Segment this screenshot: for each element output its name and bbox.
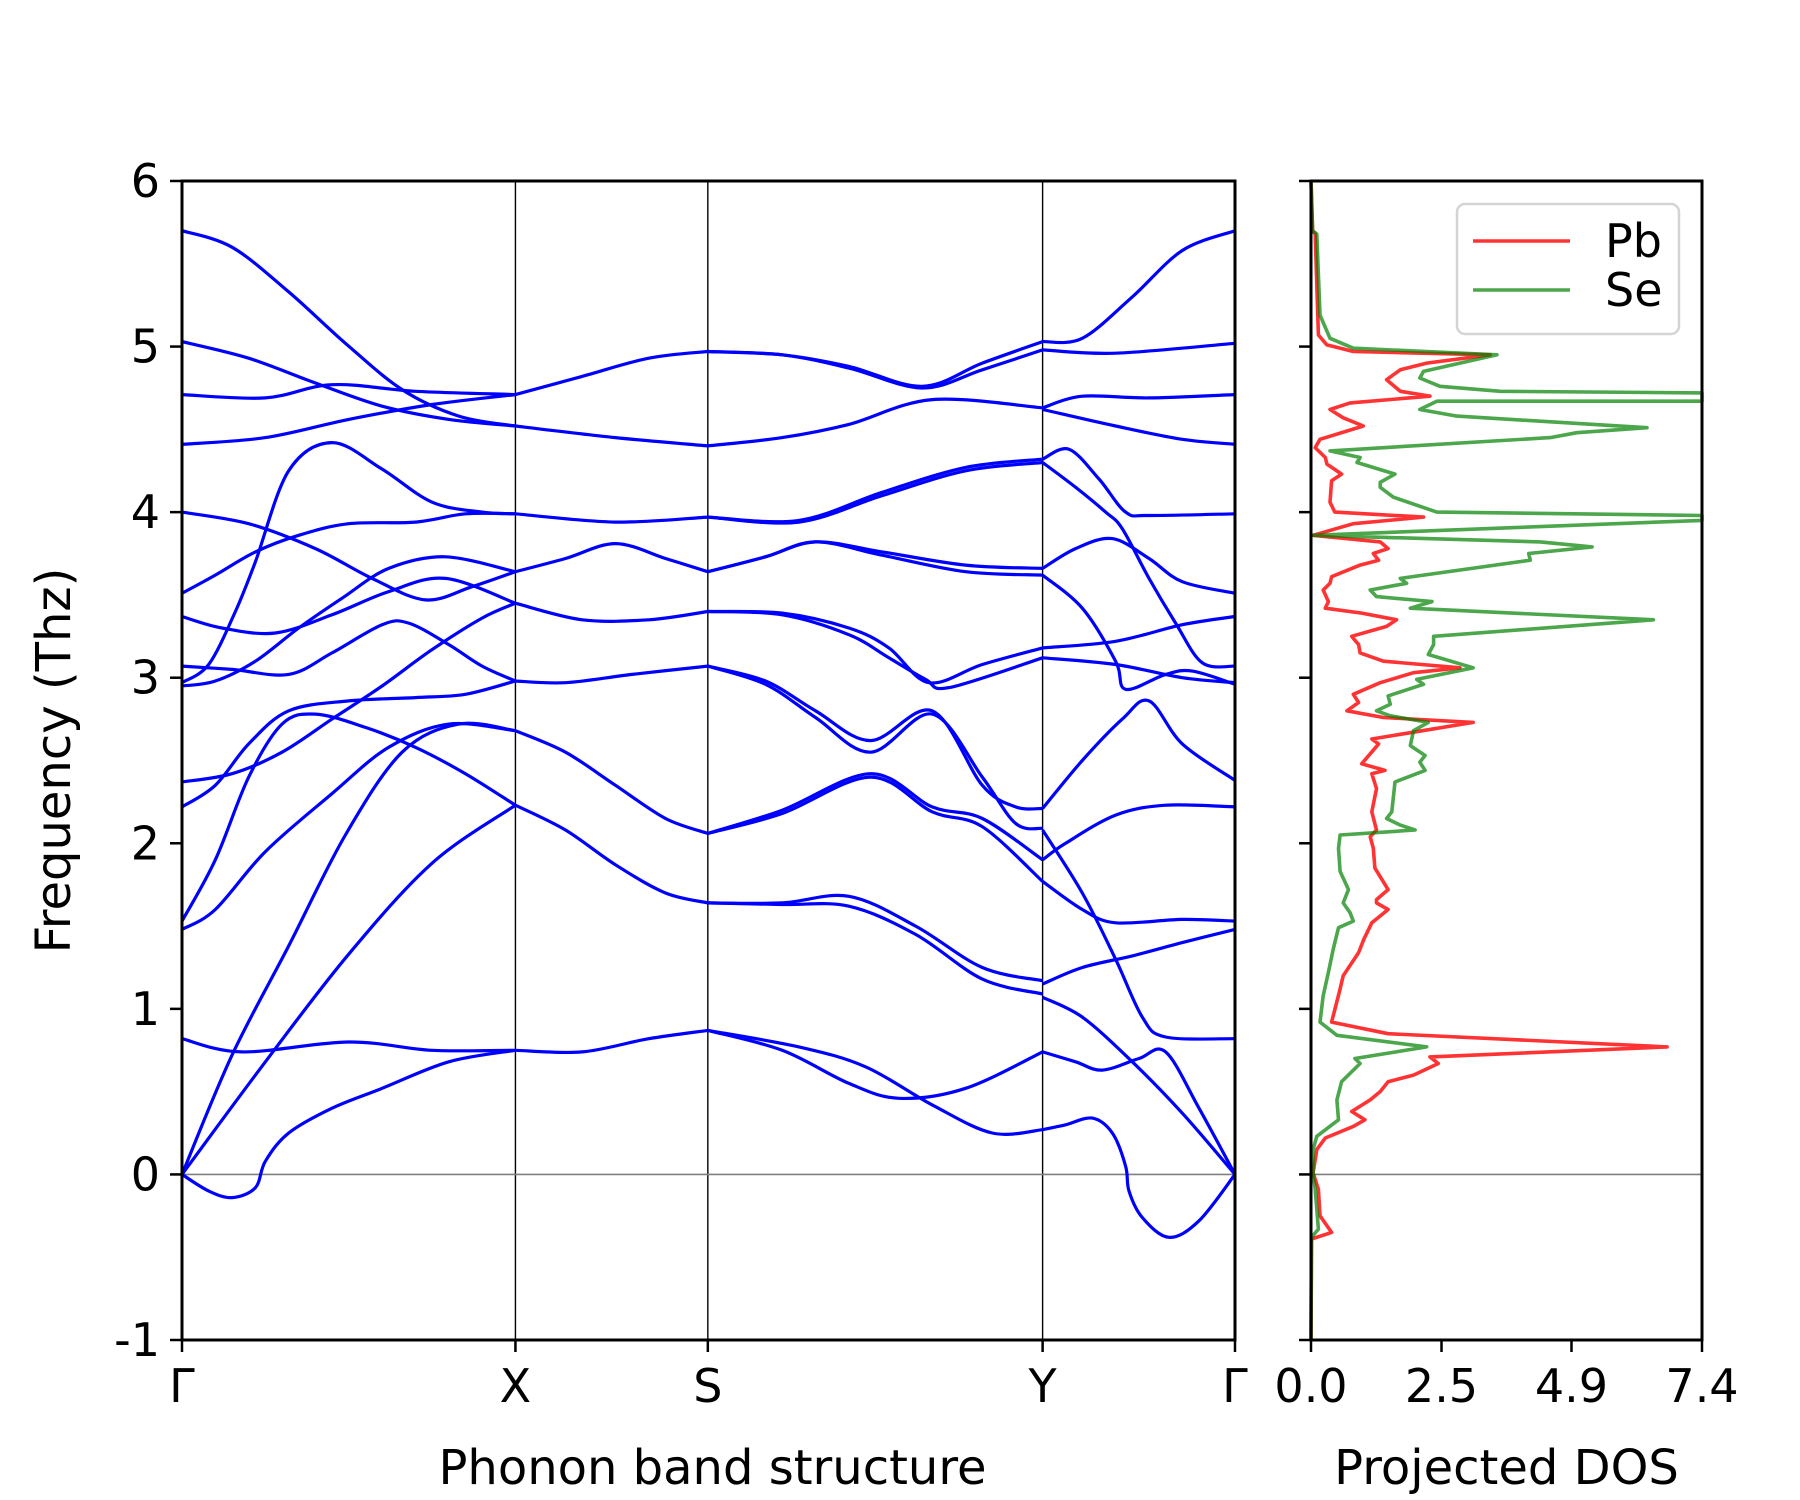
y-tick-label: 1 — [131, 982, 160, 1036]
band-line — [707, 664, 1043, 811]
band-line — [1041, 447, 1236, 518]
band-line — [1042, 656, 1236, 685]
high-symmetry-lines — [514, 181, 1044, 1340]
band-line — [707, 775, 1044, 883]
x-tick-label: Γ — [1222, 1359, 1248, 1413]
band-line — [707, 609, 1044, 685]
band-line — [181, 382, 516, 400]
band-line — [1041, 880, 1236, 925]
phonon-bands — [180, 229, 1237, 1239]
band-line — [1041, 829, 1236, 1041]
band-line — [1042, 1116, 1237, 1239]
y-tick-label: 5 — [131, 320, 160, 374]
band-line — [707, 1028, 1043, 1136]
x-tick-label: S — [693, 1359, 722, 1413]
dos-x-tick-label: 7.4 — [1665, 1359, 1738, 1413]
band-line — [181, 229, 516, 428]
legend: Pb Se — [1455, 202, 1681, 336]
band-structure-panel: 6 5 4 3 2 1 0 -1 Γ X S Y Γ Frequency (Thz) Phonon b… — [26, 154, 1248, 1496]
y-tick-label: 3 — [131, 651, 160, 705]
dos-x-tick-label: 4.9 — [1535, 1359, 1608, 1413]
band-line — [514, 542, 709, 574]
dos-x-tick-label: 0.0 — [1274, 1359, 1347, 1413]
y-tick-label: 2 — [131, 816, 160, 870]
band-line — [515, 601, 709, 623]
band-line — [515, 512, 708, 524]
band-line — [1041, 927, 1236, 986]
band-line — [1042, 393, 1236, 410]
band-line — [1042, 1047, 1237, 1176]
band-x-axis-label: Phonon band structure — [438, 1440, 986, 1496]
band-line — [707, 540, 1043, 577]
band-line — [515, 424, 708, 448]
legend-label-pb: Pb — [1605, 214, 1662, 268]
y-tick-label: 4 — [131, 485, 160, 539]
band-line — [1041, 698, 1236, 810]
band-line — [181, 511, 516, 595]
legend-label-se: Se — [1605, 263, 1663, 317]
band-line — [181, 576, 516, 636]
dos-x-tick-label: 2.5 — [1405, 1359, 1478, 1413]
band-line — [514, 729, 709, 835]
band-line — [181, 440, 516, 685]
band-line — [1041, 461, 1236, 669]
band-line — [181, 340, 516, 428]
band-line — [180, 712, 517, 922]
band-line — [1042, 407, 1236, 446]
band-line — [1042, 229, 1236, 345]
band-line — [1042, 614, 1236, 650]
x-tick-label: Γ — [169, 1359, 195, 1413]
y-tick-label: -1 — [114, 1313, 160, 1367]
band-line — [707, 460, 1043, 525]
dos-y-ticks — [1299, 179, 1311, 1342]
band-line — [180, 803, 517, 1176]
band-line — [707, 1028, 1044, 1101]
band-line — [707, 772, 1044, 862]
y-tick-label: 6 — [131, 154, 160, 208]
band-line — [707, 901, 1043, 996]
band-line — [180, 721, 516, 1176]
band-line — [181, 555, 516, 688]
band-line — [1041, 803, 1236, 862]
x-tick-label: X — [500, 1359, 532, 1413]
band-line — [181, 619, 517, 683]
band-line — [707, 397, 1043, 448]
band-line — [515, 664, 708, 685]
band-line — [707, 348, 1044, 390]
band-line — [181, 679, 516, 809]
band-line — [514, 803, 709, 905]
band-line — [515, 1028, 709, 1055]
dos-curves — [1309, 180, 1704, 1341]
band-line — [181, 393, 516, 446]
band-line — [181, 1048, 516, 1200]
dos-plot-frame — [1309, 179, 1704, 1342]
band-line — [707, 609, 1044, 691]
band-line — [181, 601, 517, 784]
x-tick-label: Y — [1028, 1359, 1058, 1413]
band-line — [181, 721, 516, 931]
dos-panel: 0.0 2.5 4.9 7.4 Projected DOS Pb Se — [1274, 179, 1739, 1496]
band-line — [1042, 341, 1236, 355]
band-line — [1041, 573, 1236, 692]
band-line — [181, 1037, 516, 1054]
y-tick-label: 0 — [131, 1147, 160, 1201]
dos-x-axis-label: Projected DOS — [1334, 1440, 1679, 1496]
dos-x-ticks: 0.0 2.5 4.9 7.4 — [1274, 1340, 1739, 1413]
legend-box — [1455, 202, 1681, 336]
y-axis-label: Frequency (Thz) — [26, 568, 82, 954]
dos-curve-se — [1309, 180, 1704, 1341]
band-line — [514, 349, 708, 397]
band-y-ticks: 6 5 4 3 2 1 0 -1 — [114, 154, 182, 1367]
dos-curve-pb — [1309, 180, 1669, 1341]
band-line — [1041, 536, 1236, 595]
band-line — [707, 664, 1043, 831]
